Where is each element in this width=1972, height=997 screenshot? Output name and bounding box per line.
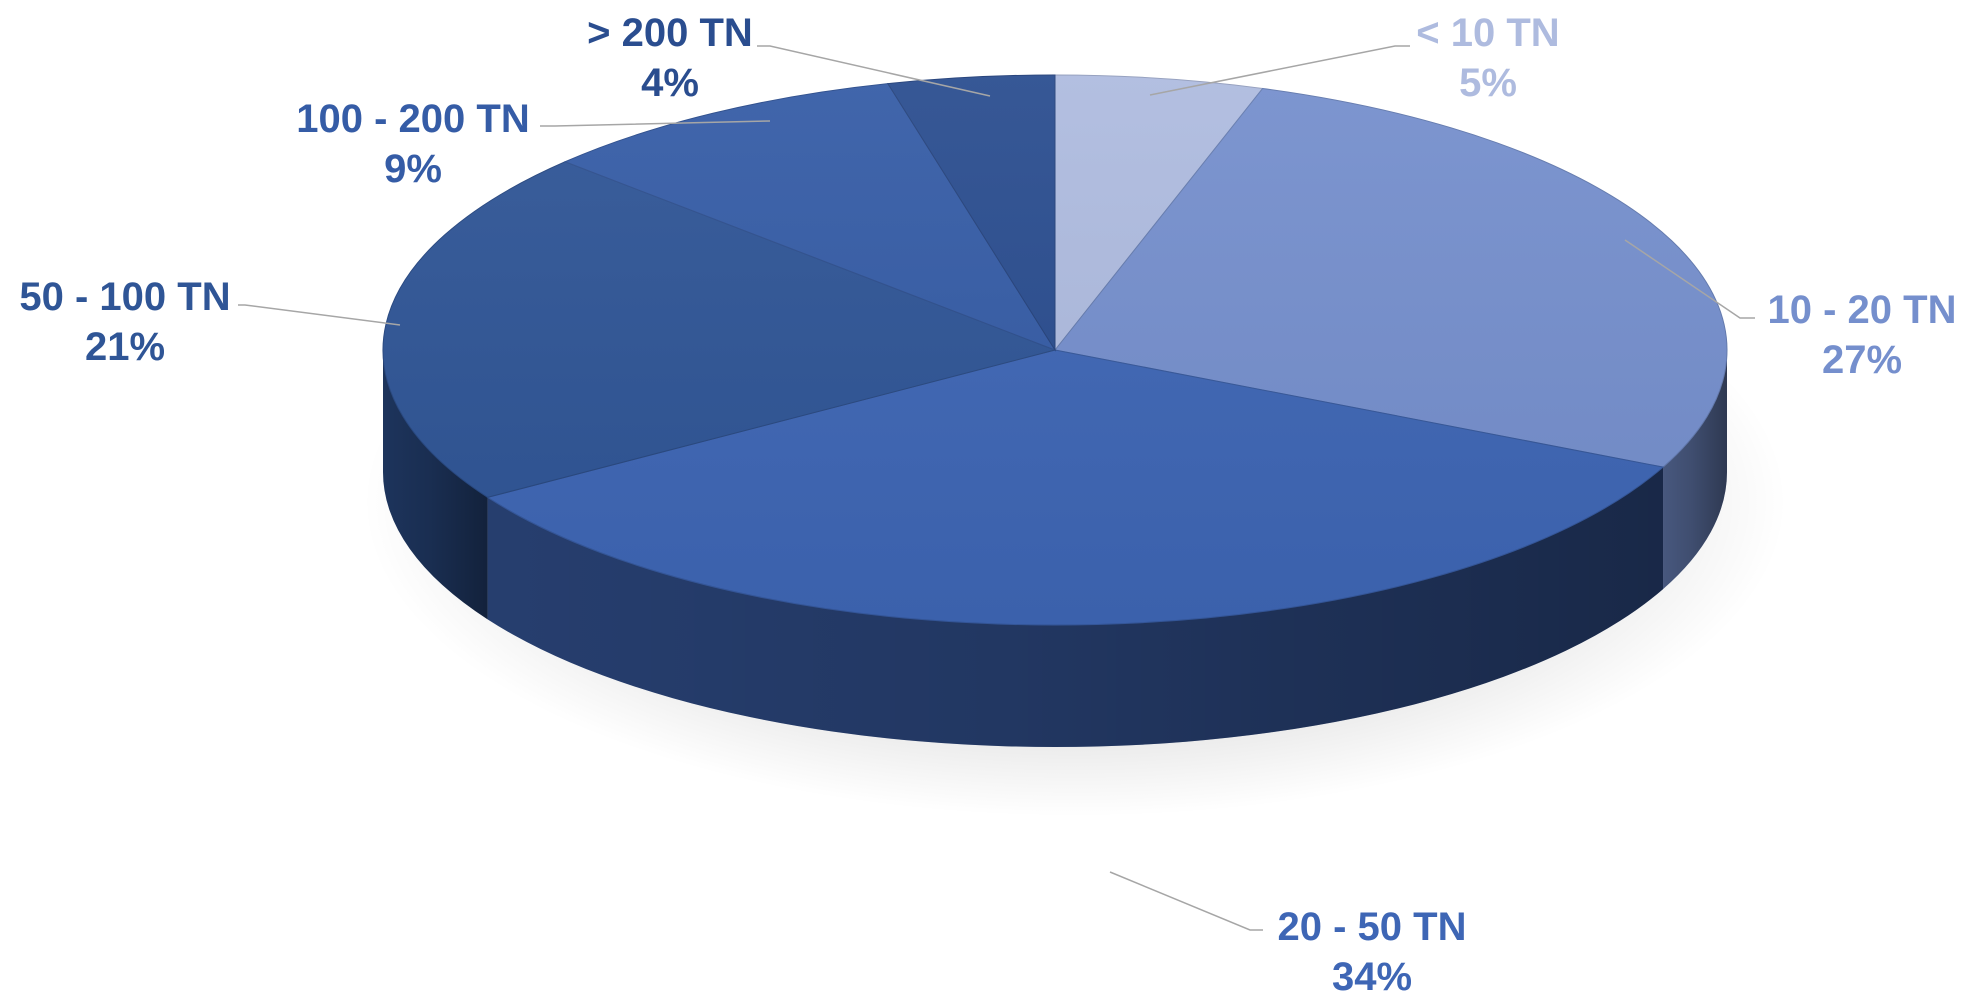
leader-line-3	[238, 304, 401, 326]
leader-lines-layer	[238, 45, 1755, 931]
slice-label-4: 100 - 200 TN	[296, 97, 529, 141]
labels-layer: < 10 TN 5% 10 - 20 TN 27% 20 - 50 TN 34% 50 - …	[19, 11, 1956, 997]
pie-tops-layer	[382, 74, 1728, 626]
leader-line-1	[1624, 239, 1755, 319]
slice-label-1: 10 - 20 TN	[1768, 288, 1957, 332]
slice-percent-5: 4%	[641, 61, 699, 105]
leader-line-0	[1149, 45, 1410, 96]
slice-label-0: < 10 TN	[1416, 11, 1559, 55]
slice-percent-1: 27%	[1822, 338, 1902, 382]
slice-label-2: 20 - 50 TN	[1278, 905, 1467, 949]
pie-top-sheen	[383, 75, 1727, 625]
slice-percent-0: 5%	[1459, 61, 1517, 105]
leader-line-2	[1109, 871, 1263, 931]
slice-label-3: 50 - 100 TN	[19, 275, 230, 319]
pie-side-shade-2	[487, 467, 1664, 747]
slice-percent-2: 34%	[1332, 955, 1412, 997]
slice-percent-3: 21%	[85, 325, 165, 369]
leader-line-5	[757, 45, 991, 97]
pie-side-shade-3	[383, 350, 488, 620]
slice-label-5: > 200 TN	[587, 11, 753, 55]
slice-percent-4: 9%	[384, 147, 442, 191]
leader-line-4	[540, 120, 771, 127]
